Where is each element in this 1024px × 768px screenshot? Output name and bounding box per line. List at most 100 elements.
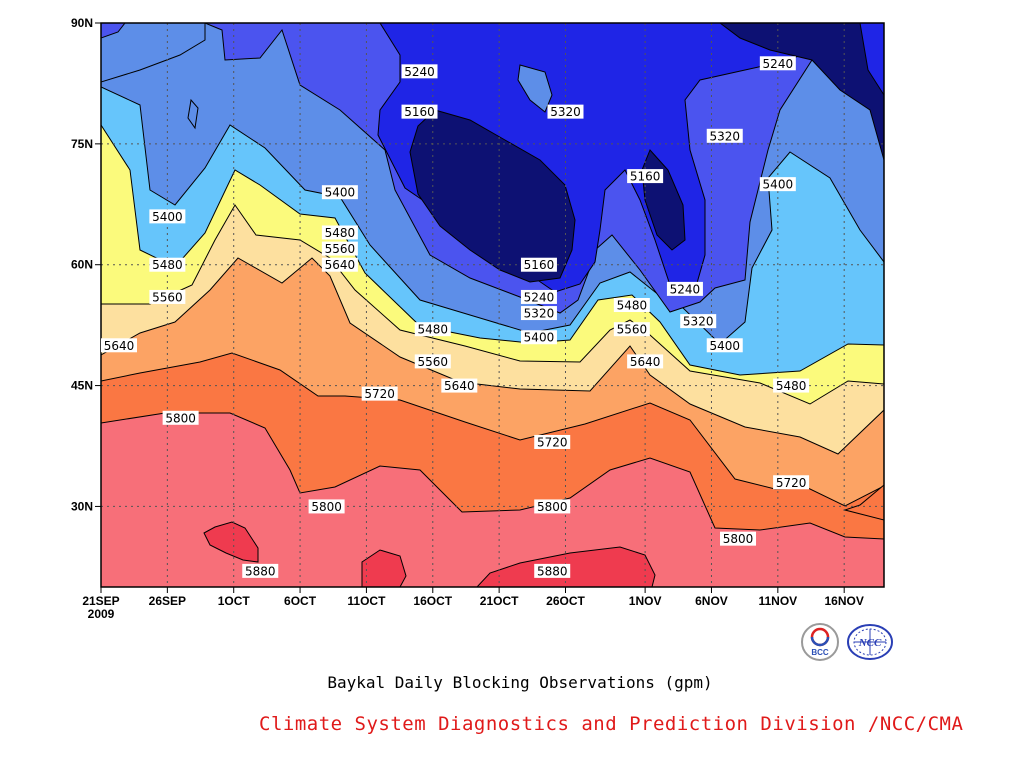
contour-label-box bbox=[613, 322, 650, 337]
contour-label-text: 5800 bbox=[723, 532, 754, 546]
contour-label-box bbox=[414, 354, 451, 369]
contour-label-box bbox=[759, 56, 796, 71]
x-tick-label: 6NOV bbox=[695, 594, 728, 608]
contour-label-5640: 5640 bbox=[627, 354, 664, 369]
contour-label-box bbox=[520, 330, 557, 345]
contour-label-5240: 5240 bbox=[401, 64, 438, 79]
contour-label-text: 5240 bbox=[524, 290, 555, 304]
plot-frame bbox=[100, 22, 885, 588]
contour-label-box bbox=[441, 378, 478, 393]
x-tick-label: 1NOV bbox=[629, 594, 662, 608]
contour-label-text: 5640 bbox=[630, 355, 661, 369]
contour-label-text: 5400 bbox=[325, 186, 356, 200]
contour-label-box bbox=[627, 354, 664, 369]
contour-label-box bbox=[627, 169, 664, 184]
y-tick-label: 45N bbox=[71, 379, 93, 393]
contour-label-box bbox=[706, 338, 743, 353]
contour-label-5640: 5640 bbox=[441, 378, 478, 393]
contour-label-box bbox=[101, 338, 137, 353]
contour-label-box bbox=[534, 499, 571, 514]
x-tick-label: 16NOV bbox=[825, 594, 864, 608]
contour-label-text: 5480 bbox=[325, 226, 356, 240]
contour-label-box bbox=[759, 177, 796, 192]
band-5880-blob-2 bbox=[361, 549, 407, 587]
y-axis: 90N 75N 60N 45N 30N bbox=[71, 16, 101, 513]
contour-label-5480: 5480 bbox=[613, 298, 650, 313]
contour-label-box bbox=[534, 434, 571, 449]
contour-label-5560: 5560 bbox=[149, 289, 186, 304]
contour-label-text: 5240 bbox=[763, 57, 794, 71]
x-tick-label: 21OCT bbox=[480, 594, 519, 608]
contour-label-5240: 5240 bbox=[759, 56, 796, 71]
contour-label-5480: 5480 bbox=[773, 378, 810, 393]
contour-label-5800: 5800 bbox=[720, 531, 757, 546]
contour-label-5320: 5320 bbox=[547, 104, 584, 119]
contour-label-text: 5640 bbox=[444, 379, 475, 393]
contour-label-text: 5400 bbox=[709, 339, 740, 353]
x-tick-label: 11NOV bbox=[758, 594, 797, 608]
band-5320-island-small bbox=[187, 98, 199, 130]
contour-label-text: 5720 bbox=[364, 387, 395, 401]
contour-label-5400: 5400 bbox=[149, 209, 186, 224]
contour-label-5880: 5880 bbox=[534, 563, 571, 578]
contour-label-5400: 5400 bbox=[321, 185, 358, 200]
x-tick-label: 6OCT bbox=[284, 594, 317, 608]
contour-label-box bbox=[149, 257, 186, 272]
contour-label-text: 5400 bbox=[152, 210, 183, 224]
band-below-5160-topright bbox=[719, 23, 884, 161]
contour-label-box bbox=[321, 257, 358, 272]
contour-label-text: 5560 bbox=[152, 290, 183, 304]
contour-label-box bbox=[680, 314, 717, 329]
contour-label-text: 5640 bbox=[325, 258, 356, 272]
ncc-logo-text: NCC bbox=[858, 637, 882, 649]
credit-line: Climate System Diagnostics and Predictio… bbox=[259, 713, 964, 735]
contour-label-text: 5880 bbox=[245, 564, 276, 578]
contour-label-text: 5480 bbox=[418, 323, 449, 337]
y-tick-label: 30N bbox=[71, 499, 93, 513]
contour-label-text: 5480 bbox=[152, 258, 183, 272]
contour-label-text: 5160 bbox=[630, 170, 661, 184]
contour-label-box bbox=[706, 128, 743, 143]
contour-label-box bbox=[361, 386, 398, 401]
ncc-logo: NCC bbox=[847, 624, 893, 660]
contour-label-text: 5240 bbox=[670, 282, 701, 296]
contour-label-text: 5640 bbox=[104, 339, 135, 353]
contour-label-box bbox=[520, 289, 557, 304]
band-5240-corner-topleft bbox=[101, 23, 126, 39]
contour-label-5480: 5480 bbox=[321, 225, 358, 240]
contour-label-5400: 5400 bbox=[520, 330, 557, 345]
contour-label-5400: 5400 bbox=[759, 177, 796, 192]
contour-label-5160: 5160 bbox=[627, 169, 664, 184]
contour-label-5800: 5800 bbox=[162, 410, 199, 425]
contour-labels: 5240 5320 5160 5240 5320 5160 5400 5400 5400 5480… bbox=[101, 56, 810, 578]
contour-label-box bbox=[162, 410, 199, 425]
band-5320-island-upperleft bbox=[101, 23, 206, 83]
bcc-logo-text: BCC bbox=[811, 648, 829, 657]
contour-chart: 90N 75N 60N 45N 30N 21SEP 26SEP 1OCT 6OCT 11OCT 1… bbox=[71, 16, 885, 621]
x-tick-label: 11OCT bbox=[347, 594, 386, 608]
contour-label-text: 5800 bbox=[311, 500, 342, 514]
contour-label-box bbox=[401, 104, 438, 119]
contour-label-5800: 5800 bbox=[534, 499, 571, 514]
contour-label-text: 5400 bbox=[763, 178, 794, 192]
contour-label-text: 5160 bbox=[404, 105, 435, 119]
contour-label-5640: 5640 bbox=[321, 257, 358, 272]
contour-label-text: 5560 bbox=[617, 323, 648, 337]
band-5880-blob-1 bbox=[203, 521, 259, 563]
contour-label-box bbox=[149, 209, 186, 224]
contour-label-5400: 5400 bbox=[706, 338, 743, 353]
contour-label-5240: 5240 bbox=[520, 289, 557, 304]
contour-label-box bbox=[547, 104, 584, 119]
contour-label-text: 5800 bbox=[537, 500, 568, 514]
contour-label-box bbox=[613, 298, 650, 312]
contour-label-5560: 5560 bbox=[414, 354, 451, 369]
contour-label-5240: 5240 bbox=[666, 281, 703, 296]
x-tick-label: 1OCT bbox=[218, 594, 251, 608]
contour-label-5320: 5320 bbox=[680, 314, 717, 329]
contour-label-box bbox=[773, 475, 810, 490]
x-tick-label: 21SEP bbox=[82, 594, 119, 608]
contour-label-box bbox=[414, 322, 451, 337]
contour-label-text: 5400 bbox=[524, 331, 555, 345]
y-tick-label: 90N bbox=[71, 16, 93, 30]
contour-label-5720: 5720 bbox=[534, 434, 571, 449]
